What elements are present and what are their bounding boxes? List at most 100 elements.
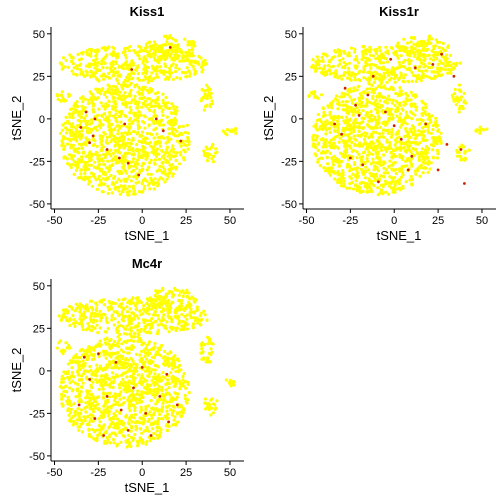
cell-point: [102, 392, 106, 396]
cell-point: [383, 67, 387, 71]
cell-point: [152, 136, 156, 140]
cell-point: [105, 53, 109, 57]
cell-point: [378, 125, 383, 129]
cell-point: [371, 160, 375, 164]
cell-point: [140, 140, 144, 145]
cell-point: [169, 137, 173, 141]
cell-point: [111, 45, 115, 49]
cell-point: [420, 69, 424, 73]
cell-point: [97, 424, 101, 428]
cell-point: [118, 332, 122, 337]
cell-point: [116, 73, 120, 78]
cell-point: [148, 49, 152, 53]
cell-point: [101, 349, 105, 353]
cell-point: [421, 101, 425, 105]
cell-point: [361, 109, 365, 113]
cell-point: [412, 127, 416, 131]
cell-point: [426, 117, 430, 121]
cell-point: [123, 358, 127, 362]
cell-point: [392, 149, 396, 153]
cell-point: [78, 176, 82, 180]
cell-point: [362, 116, 366, 120]
cell-point: [335, 123, 339, 127]
cell-point: [423, 124, 427, 129]
cell-point: [191, 65, 195, 69]
cell-point: [152, 182, 156, 187]
cell-point: [445, 53, 449, 57]
cell-point: [79, 115, 83, 119]
cell-point: [366, 153, 370, 157]
cell-point: [120, 302, 124, 306]
cell-point: [376, 186, 380, 190]
cell-point: [182, 372, 186, 376]
cell-point: [124, 390, 128, 394]
cell-point: [151, 393, 155, 397]
cell-point: [83, 171, 87, 175]
cell-point: [138, 421, 142, 425]
cell-point: [393, 80, 397, 84]
cell-point: [169, 371, 173, 375]
cell-point: [137, 100, 141, 104]
cell-point: [111, 74, 115, 78]
cell-point: [149, 176, 153, 180]
cell-point: [346, 53, 350, 58]
cell-point: [188, 74, 192, 78]
cell-point: [456, 96, 460, 100]
cell-point: [370, 119, 374, 123]
cell-point: [80, 347, 84, 351]
cell-point: [161, 375, 165, 379]
cell-point: [151, 347, 156, 351]
cell-point: [106, 166, 110, 170]
cell-point: [113, 67, 117, 71]
cell-point: [149, 399, 153, 403]
cell-point: [141, 189, 145, 194]
cell-point: [177, 379, 181, 383]
cell-point: [93, 404, 97, 408]
cell-point: [152, 40, 157, 44]
cell-point: [175, 129, 179, 133]
cell-point: [60, 90, 64, 94]
cell-point: [163, 359, 167, 363]
cell-point: [434, 38, 438, 42]
cell-point: [72, 419, 76, 423]
cell-point: [352, 89, 356, 93]
cell-point: [437, 45, 441, 50]
cell-point: [153, 372, 157, 376]
cell-point: [97, 407, 101, 411]
cell-point: [167, 70, 171, 74]
cell-point: [331, 163, 335, 167]
cell-point: [313, 152, 317, 156]
expressing-cell-point: [406, 168, 410, 172]
cell-point: [163, 167, 167, 172]
cell-point: [167, 175, 171, 179]
cell-point: [142, 304, 146, 308]
cell-point: [369, 133, 374, 137]
cell-point: [166, 378, 170, 382]
cell-point: [418, 141, 422, 145]
cell-point: [175, 139, 180, 143]
cell-point: [402, 37, 406, 41]
cell-point: [333, 49, 337, 53]
cell-point: [136, 328, 140, 332]
cell-point: [128, 105, 132, 109]
cell-point: [157, 373, 161, 377]
cell-point: [348, 77, 352, 81]
cell-point: [402, 100, 406, 104]
cell-point: [333, 177, 337, 181]
cell-point: [449, 71, 453, 75]
cell-point: [355, 188, 359, 192]
cell-point: [145, 152, 149, 156]
cell-point: [184, 143, 188, 148]
cell-point: [98, 420, 102, 424]
cell-point: [89, 171, 93, 175]
cell-point: [185, 401, 189, 405]
cell-point: [110, 104, 114, 108]
cell-point: [65, 142, 70, 146]
cell-point: [96, 331, 100, 335]
cell-point: [167, 171, 171, 175]
cell-point: [145, 330, 149, 334]
cell-point: [123, 49, 127, 54]
cell-point: [100, 190, 104, 194]
cell-point: [75, 418, 79, 422]
cell-point: [152, 355, 156, 359]
